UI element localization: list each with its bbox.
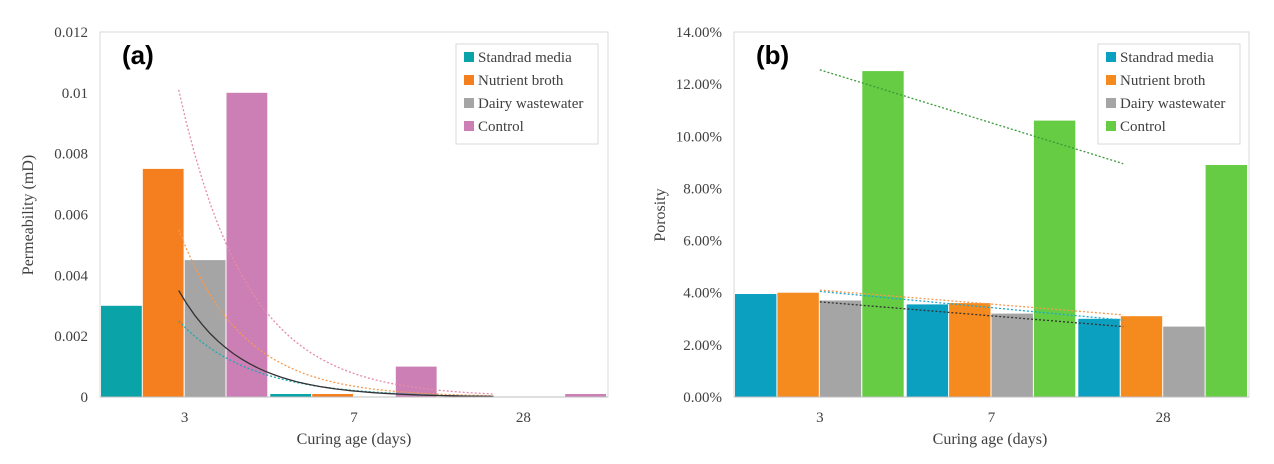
legend-label: Nutrient broth: [1120, 73, 1206, 89]
legend-a: Standrad media Nutrient broth Dairy wastew…: [455, 43, 599, 145]
y-tick-label: 10.00%: [676, 129, 722, 145]
legend-swatch: [1106, 121, 1116, 131]
legend-swatch: [464, 121, 474, 131]
legend-swatch: [464, 75, 474, 85]
x-tick-label: 7: [988, 410, 996, 426]
bar: [991, 313, 1033, 397]
bar: [270, 394, 312, 397]
y-axis-title-b: Porosity: [652, 188, 669, 241]
bar: [312, 394, 353, 397]
x-tick-label: 28: [1156, 410, 1171, 426]
legend-label: Control: [478, 119, 524, 135]
x-axis-title-b: Curing age (days): [933, 431, 1048, 448]
y-tick-label: 12.00%: [676, 77, 722, 93]
bar: [1163, 326, 1205, 397]
bar: [1205, 165, 1247, 397]
legend-swatch: [464, 52, 474, 62]
trendline: [819, 301, 1124, 328]
y-tick-label: 0.012: [54, 25, 88, 41]
bar: [565, 394, 606, 397]
y-tick-label: 0.01: [62, 86, 88, 102]
y-tick-label: 4.00%: [683, 286, 722, 302]
y-tick-label: 14.00%: [676, 25, 722, 41]
bar: [949, 303, 991, 397]
trendline: [819, 289, 1124, 316]
legend-swatch: [1106, 52, 1116, 62]
y-tick-label: 0.00%: [683, 390, 722, 406]
x-tick-label: 7: [350, 410, 358, 426]
bar: [777, 292, 819, 397]
bar: [1033, 120, 1076, 397]
panel-label-b: (b): [756, 40, 789, 70]
panel-label-a: (a): [122, 40, 154, 70]
legend-label: Nutrient broth: [478, 73, 564, 89]
bar: [819, 300, 862, 397]
bar: [906, 304, 949, 397]
legend-b: Standrad media Nutrient broth Dairy wastew…: [1097, 43, 1241, 145]
y-tick-label: 0: [81, 390, 89, 406]
y-tick-label: 2.00%: [683, 338, 722, 354]
bar: [226, 92, 268, 398]
trendline: [178, 89, 494, 395]
legend-label: Standrad media: [478, 50, 572, 66]
x-tick-label: 3: [181, 410, 189, 426]
x-tick-label: 28: [516, 410, 531, 426]
x-axis-title-a: Curing age (days): [297, 431, 412, 448]
bar: [735, 294, 777, 397]
y-tick-label: 0.008: [54, 147, 88, 163]
trendline: [819, 69, 1124, 165]
trendline: [178, 229, 494, 397]
y-tick-label: 6.00%: [683, 234, 722, 250]
bar: [142, 168, 184, 397]
legend-label: Standrad media: [1120, 50, 1214, 66]
bar: [862, 71, 904, 397]
y-axis-title-a: Permeability (mD): [20, 155, 37, 275]
y-tick-label: 0.004: [54, 268, 88, 284]
legend-swatch: [1106, 75, 1116, 85]
legend-label: Dairy wastewater: [478, 96, 583, 112]
x-tick-label: 3: [816, 410, 824, 426]
legend-swatch: [1106, 98, 1116, 108]
y-tick-label: 8.00%: [683, 181, 722, 197]
legend-label: Control: [1120, 119, 1166, 135]
legend-label: Dairy wastewater: [1120, 96, 1225, 112]
y-tick-label: 0.006: [54, 208, 88, 224]
legend-swatch: [464, 98, 474, 108]
y-tick-label: 0.002: [54, 329, 88, 345]
trendline: [819, 290, 1124, 321]
bar: [101, 305, 142, 398]
trendline: [178, 290, 494, 398]
bar: [1078, 318, 1120, 397]
bar: [1120, 316, 1163, 397]
chart-panel-b: 0.00% 2.00% 4.00% 6.00% 8.00% 10.00% 12.00% 14.…: [652, 25, 1250, 448]
